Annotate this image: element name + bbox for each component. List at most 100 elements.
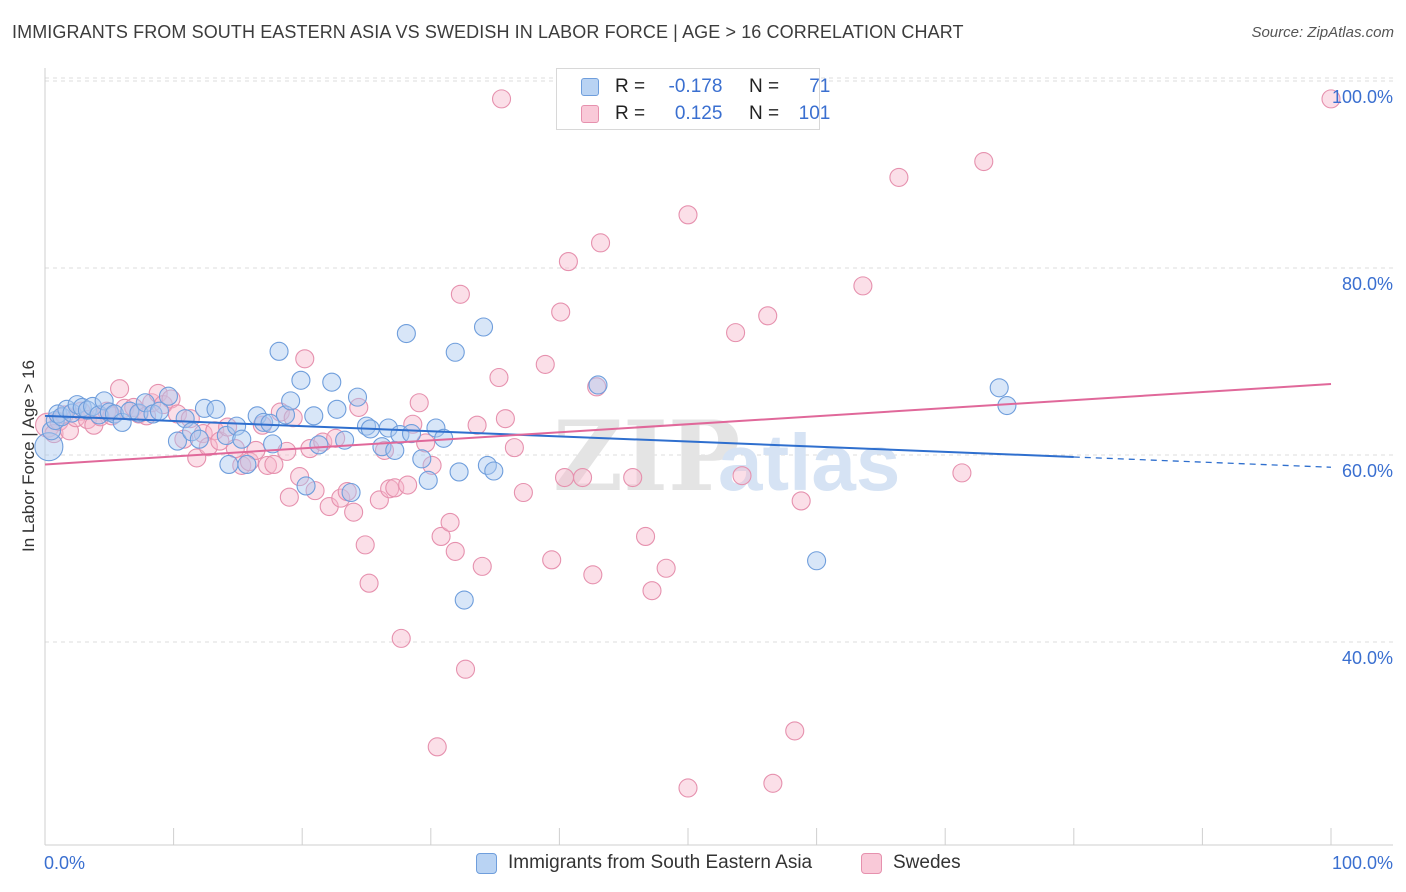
data-point bbox=[495, 409, 515, 429]
trend-line-swedes bbox=[44, 383, 1332, 466]
data-point bbox=[374, 440, 395, 460]
n-label: N = bbox=[748, 76, 780, 97]
data-point bbox=[412, 449, 432, 469]
data-point bbox=[182, 422, 202, 442]
data-point bbox=[791, 491, 811, 511]
bottom-legend-label: Swedes bbox=[893, 852, 961, 873]
data-point bbox=[535, 354, 555, 374]
n-label: N = bbox=[748, 103, 780, 124]
data-point bbox=[110, 379, 130, 399]
data-point bbox=[347, 387, 368, 407]
data-point bbox=[135, 393, 155, 413]
data-point bbox=[489, 367, 509, 388]
trend-line-immigrants bbox=[44, 414, 1074, 458]
data-point bbox=[572, 467, 593, 488]
data-point bbox=[952, 463, 972, 483]
data-point bbox=[678, 205, 698, 225]
data-point bbox=[504, 438, 524, 458]
bottom-legend-swatch-pink bbox=[861, 853, 882, 874]
data-point bbox=[167, 431, 188, 451]
data-point bbox=[422, 455, 442, 475]
data-point bbox=[726, 323, 746, 343]
data-point bbox=[583, 565, 603, 585]
data-point bbox=[322, 372, 342, 392]
data-point bbox=[763, 773, 783, 793]
data-point bbox=[237, 454, 257, 475]
y-tick-label: 100.0% bbox=[1332, 87, 1393, 107]
n-value: 101 bbox=[798, 103, 831, 124]
data-point bbox=[385, 440, 405, 460]
legend-swatch-pink bbox=[581, 105, 599, 123]
data-point bbox=[440, 512, 460, 532]
legend-text: R = -0.178 N = 71 bbox=[615, 76, 830, 98]
data-point bbox=[269, 341, 289, 361]
y-tick-label: 40.0% bbox=[1342, 648, 1393, 668]
data-point bbox=[57, 399, 77, 419]
data-point bbox=[454, 590, 474, 610]
data-point bbox=[642, 581, 662, 601]
data-point bbox=[656, 558, 676, 578]
data-point bbox=[732, 466, 752, 486]
data-point bbox=[588, 375, 608, 395]
data-point bbox=[431, 526, 451, 547]
data-point bbox=[558, 252, 578, 272]
data-point bbox=[41, 421, 61, 441]
watermark: ZIP atlas bbox=[553, 400, 900, 513]
data-point bbox=[807, 551, 827, 571]
legend-swatch-blue bbox=[581, 78, 599, 96]
watermark-atlas: atlas bbox=[718, 418, 900, 507]
chart-title: IMMIGRANTS FROM SOUTH EASTERN ASIA VS SW… bbox=[12, 22, 964, 42]
n-value: 71 bbox=[809, 76, 831, 97]
correlation-legend: R = -0.178 N = 71 R = 0.125 N = 101 bbox=[556, 68, 830, 130]
data-point bbox=[416, 433, 436, 453]
data-point bbox=[344, 502, 364, 522]
axis-labels: 40.0% 60.0% 80.0% 100.0% 0.0% 100.0% bbox=[44, 87, 1393, 873]
data-point bbox=[254, 412, 274, 432]
data-point bbox=[355, 535, 375, 555]
r-label: R = bbox=[615, 103, 646, 124]
data-point bbox=[445, 342, 465, 362]
data-point bbox=[290, 467, 310, 487]
trend-line-immigrants-extension bbox=[1073, 456, 1332, 468]
data-point bbox=[591, 233, 611, 253]
bottom-legend-label: Immigrants from South Eastern Asia bbox=[508, 852, 813, 873]
data-point bbox=[542, 550, 562, 570]
r-value: 0.125 bbox=[674, 103, 723, 124]
data-point bbox=[409, 393, 429, 413]
data-point bbox=[398, 475, 418, 495]
data-point bbox=[206, 399, 226, 419]
r-label: R = bbox=[615, 76, 646, 97]
data-point bbox=[554, 467, 575, 488]
data-point bbox=[291, 370, 311, 390]
data-point bbox=[396, 324, 416, 344]
data-point bbox=[257, 455, 278, 475]
data-point bbox=[341, 482, 361, 503]
data-point bbox=[513, 482, 533, 503]
data-point bbox=[279, 487, 299, 507]
data-point bbox=[989, 378, 1009, 398]
data-point bbox=[445, 541, 465, 561]
bottom-legend-swatch-blue bbox=[476, 853, 497, 874]
data-point bbox=[636, 526, 656, 547]
data-point bbox=[484, 461, 504, 481]
data-point bbox=[758, 306, 778, 326]
data-point bbox=[232, 429, 252, 449]
chart-source: Source: ZipAtlas.com bbox=[1251, 24, 1394, 41]
y-tick-label: 60.0% bbox=[1342, 461, 1393, 481]
data-point bbox=[472, 556, 492, 576]
y-axis-title: In Labor Force | Age > 16 bbox=[19, 360, 38, 552]
data-point bbox=[449, 462, 469, 482]
data-point bbox=[401, 424, 422, 444]
data-point bbox=[418, 470, 438, 490]
trend-lines bbox=[44, 383, 1332, 468]
data-point bbox=[304, 406, 324, 426]
data-point bbox=[187, 448, 207, 468]
data-point bbox=[305, 481, 325, 501]
data-point bbox=[467, 415, 487, 435]
legend-text: R = 0.125 N = 101 bbox=[615, 103, 830, 125]
grid-lines bbox=[45, 77, 1393, 643]
data-point bbox=[327, 399, 347, 419]
data-point bbox=[264, 454, 284, 475]
data-point bbox=[427, 737, 447, 757]
